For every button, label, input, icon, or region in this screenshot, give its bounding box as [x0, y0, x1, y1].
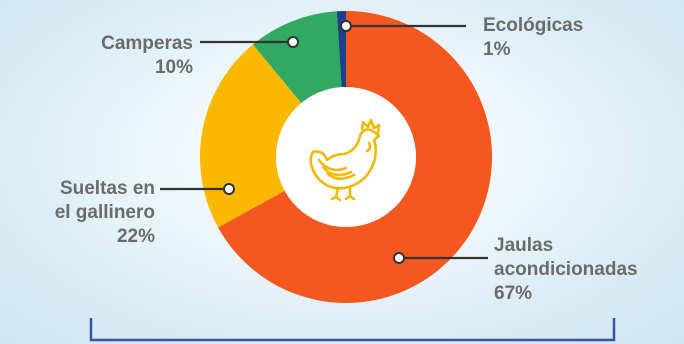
- chicken-icon: [309, 118, 381, 202]
- leader-camperas: [200, 36, 299, 48]
- label-jaulas-name-2: acondicionadas: [494, 259, 638, 280]
- label-sueltas-name-1: Sueltas en: [59, 178, 155, 199]
- leader-sueltas: [160, 183, 235, 195]
- label-jaulas-pct: 67%: [494, 283, 533, 304]
- label-camperas-name: Camperas: [101, 33, 193, 54]
- slice-sueltas: [200, 44, 302, 228]
- label-ecologicas: Ecológicas 1%: [483, 14, 583, 62]
- label-jaulas-name-1: Jaulas: [494, 235, 554, 256]
- leader-ecologicas: [340, 20, 466, 32]
- slice-camperas: [252, 11, 342, 104]
- label-camperas-pct: 10%: [154, 57, 193, 78]
- label-ecologicas-pct: 1%: [483, 39, 511, 60]
- label-sueltas-pct: 22%: [116, 226, 155, 247]
- label-sueltas: Sueltas en el gallinero 22%: [55, 177, 155, 249]
- label-jaulas: Jaulas acondicionadas 67%: [494, 234, 638, 306]
- label-sueltas-name-2: el gallinero: [54, 202, 155, 223]
- label-camperas: Camperas 10%: [101, 32, 193, 80]
- label-ecologicas-name: Ecológicas: [483, 15, 584, 36]
- center-circle: [276, 87, 416, 227]
- leader-lines: [160, 20, 488, 264]
- donut-slices: [200, 11, 492, 303]
- bracket: [89, 318, 616, 342]
- leader-jaulas: [393, 252, 488, 264]
- slice-jaulas: [218, 11, 492, 303]
